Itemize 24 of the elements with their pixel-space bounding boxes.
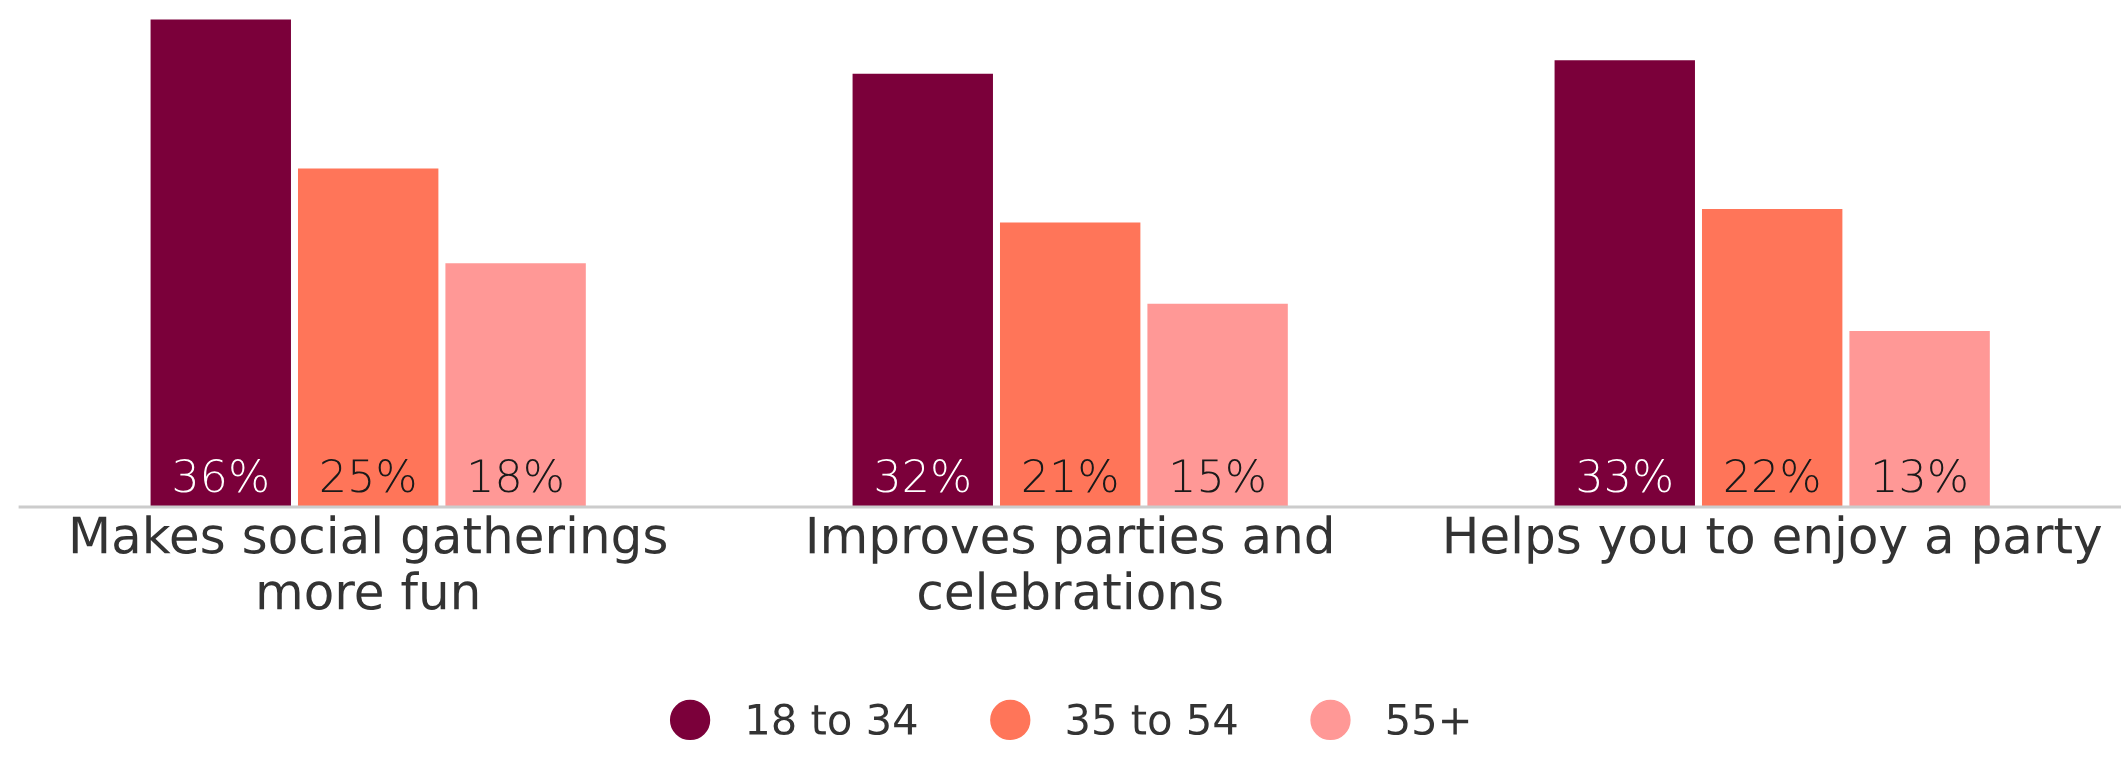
- data-label: 13%: [1875, 458, 1966, 493]
- data-label: 32%: [876, 458, 969, 493]
- x-tick-label: Helps you to enjoy a party: [1446, 515, 2102, 564]
- data-label: 15%: [1173, 458, 1264, 493]
- data-label: 25%: [321, 458, 415, 493]
- bar: [1554, 60, 1695, 507]
- x-tick-label: Makes social gatherings more fun: [72, 515, 666, 611]
- data-label: 18%: [471, 458, 562, 493]
- bar: [999, 222, 1141, 507]
- legend-label: 55+: [1387, 704, 1469, 736]
- bar: [297, 168, 439, 507]
- bar: [1147, 303, 1288, 507]
- legend-label: 18 to 34: [748, 703, 917, 736]
- data-label: 36%: [174, 458, 267, 493]
- data-label: 33%: [1578, 458, 1671, 493]
- bar: [1701, 209, 1843, 507]
- bar: [1849, 330, 1990, 507]
- bar: [445, 263, 586, 507]
- bar: [150, 19, 291, 507]
- data-label: 22%: [1725, 458, 1819, 493]
- x-tick-label: Improves parties and celebrations: [809, 515, 1331, 611]
- bar: [852, 73, 993, 507]
- data-label: 21%: [1023, 458, 1117, 493]
- legend-label: 35 to 54: [1067, 703, 1237, 736]
